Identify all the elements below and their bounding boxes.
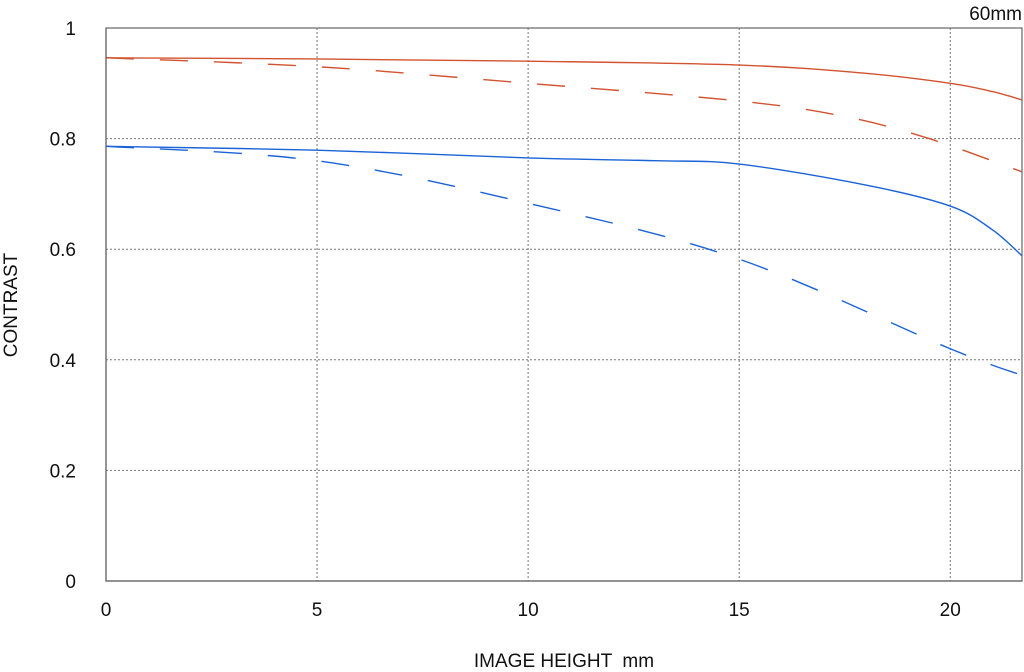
tick-labels: 0 5 10 15 20 0 0.2 0.4 0.6 0.8 1	[50, 19, 961, 621]
x-axis-label: IMAGE HEIGHT mm	[474, 651, 654, 672]
x-tick-label: 20	[940, 600, 961, 621]
x-tick-label: 10	[518, 600, 539, 621]
plot-frame	[105, 27, 1023, 582]
x-tick-label: 0	[101, 600, 112, 621]
series-lines	[105, 57, 1023, 376]
y-tick-label: 0.8	[50, 130, 76, 151]
y-tick-label: 0.6	[50, 240, 76, 261]
y-axis-label: CONTRAST	[1, 252, 22, 357]
series-red-dashed	[105, 57, 1023, 173]
series-red-solid	[105, 57, 1023, 101]
x-tick-label: 15	[729, 600, 750, 621]
y-tick-label: 0	[65, 572, 76, 593]
y-tick-label: 1	[65, 19, 76, 40]
x-tick-label: 5	[312, 600, 323, 621]
grid	[105, 28, 1022, 582]
series-blue-solid	[105, 145, 1023, 257]
chart-title: 60mm	[969, 4, 1022, 25]
y-tick-label: 0.4	[50, 351, 77, 372]
series-blue-dashed	[105, 145, 1023, 376]
y-tick-label: 0.2	[50, 461, 76, 482]
